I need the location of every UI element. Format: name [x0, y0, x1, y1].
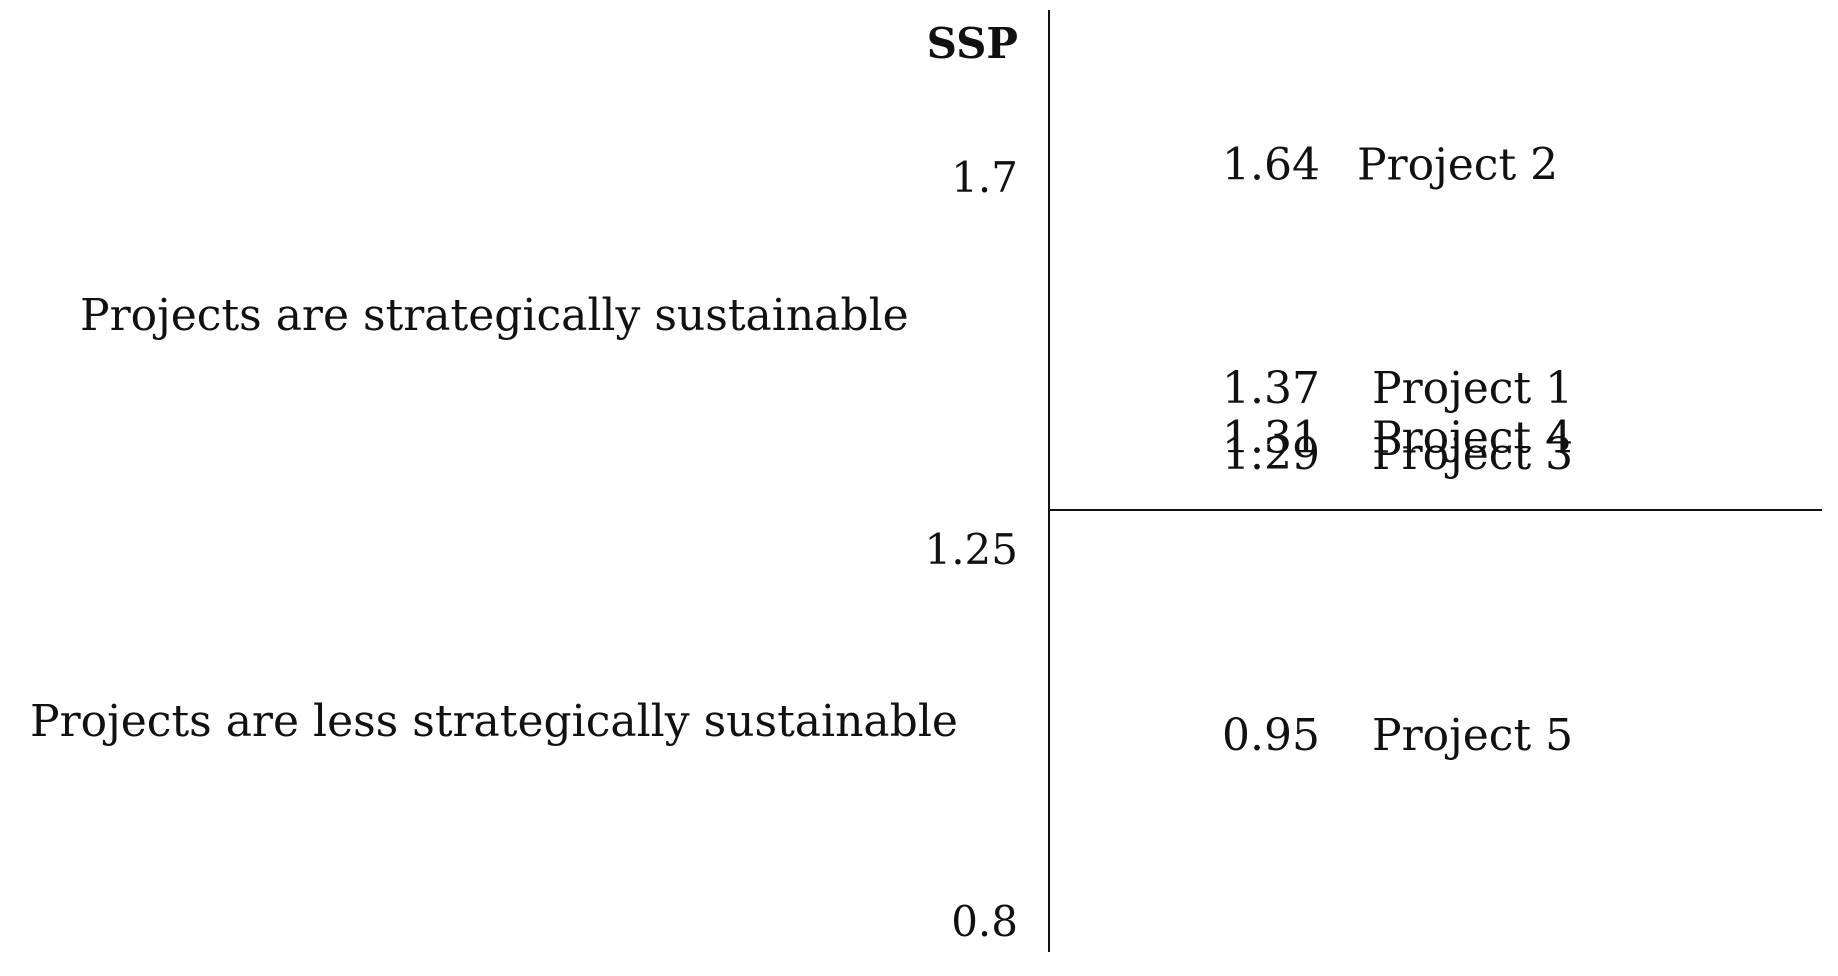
data-point: 1.37 Project 1 [1222, 363, 1573, 414]
data-points: 1.64 Project 21.37 Project 11.31 Project 41… [1222, 140, 1573, 761]
data-point: 1.64 Project 2 [1222, 140, 1558, 191]
point-value-label: 1.37 [1222, 363, 1320, 414]
point-value-label: 0.95 [1222, 710, 1320, 761]
point-name-label: Project 5 [1372, 710, 1573, 761]
data-point: 1.29 Project 3 [1222, 429, 1573, 480]
data-point: 1.31 Project 4 [1222, 412, 1573, 463]
region-label: Projects are less strategically sustaina… [30, 696, 958, 747]
point-name-label: Project 2 [1357, 140, 1558, 191]
point-value-label: 1.64 [1222, 140, 1320, 191]
y-tick-label: 1.25 [924, 525, 1018, 574]
data-point: 0.95 Project 5 [1222, 710, 1573, 761]
y-axis-title: SSP [927, 19, 1018, 68]
point-name-label: Project 3 [1372, 429, 1573, 480]
y-tick-label: 1.7 [951, 153, 1018, 202]
point-name-label: Project 1 [1372, 363, 1573, 414]
region-labels: Projects are strategically sustainable Pr… [30, 290, 958, 747]
region-label: Projects are strategically sustainable [80, 290, 909, 341]
y-tick-label: 0.8 [951, 897, 1018, 946]
y-axis-ticks: 1.7 1.25 0.8 [924, 153, 1018, 946]
point-value-label: 1.29 [1222, 429, 1320, 480]
point-value-label: 1.31 [1222, 412, 1320, 463]
point-name-label: Project 4 [1372, 412, 1573, 463]
